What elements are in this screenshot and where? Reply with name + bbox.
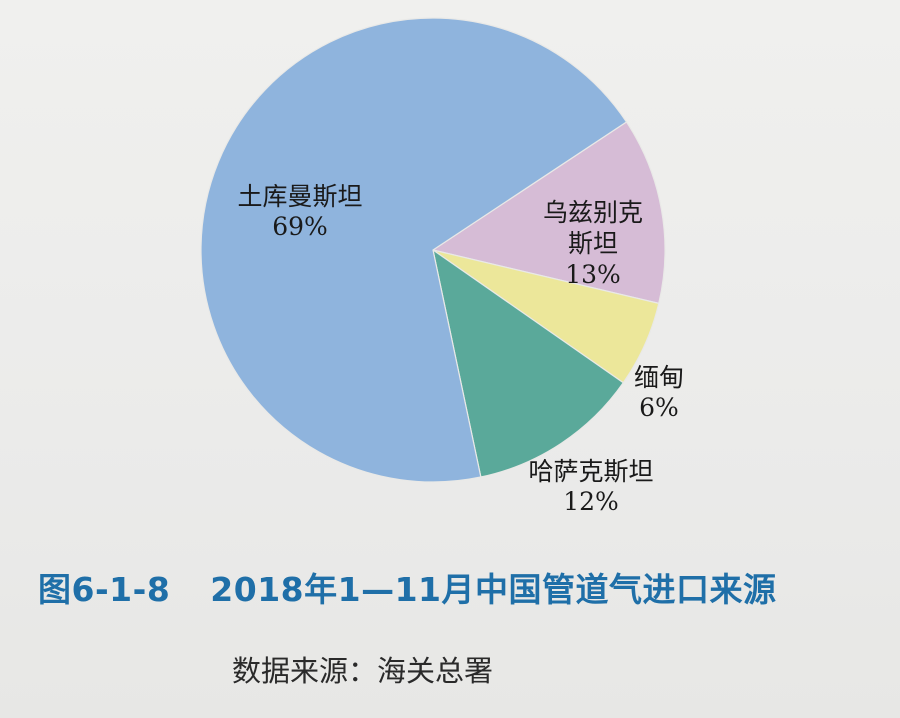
slice-name-label: 土库曼斯坦 <box>237 182 362 211</box>
slice-value-label: 12% <box>563 487 619 516</box>
figure-number: 图6-1-8 <box>38 570 171 609</box>
figure-title: 2018年1—11月中国管道气进口来源 <box>210 570 777 609</box>
pie-slice <box>431 121 666 305</box>
slice-name-label: 哈萨克斯坦 <box>528 457 653 486</box>
slice-value-label: 6% <box>639 393 679 422</box>
figure-caption: 图6-1-8 2018年1—11月中国管道气进口来源 <box>38 563 878 611</box>
slice-value-label: 13% <box>565 260 621 289</box>
slice-name-label: 斯坦 <box>568 229 618 258</box>
pie-slice <box>432 248 625 478</box>
slice-name-label: 缅甸 <box>634 363 684 392</box>
slice-name-label: 乌兹别克 <box>543 198 643 227</box>
pie-slices <box>200 17 666 483</box>
pie-slice <box>200 17 628 483</box>
slice-value-label: 69% <box>272 212 328 241</box>
data-source: 数据来源：海关总署 <box>232 654 494 688</box>
